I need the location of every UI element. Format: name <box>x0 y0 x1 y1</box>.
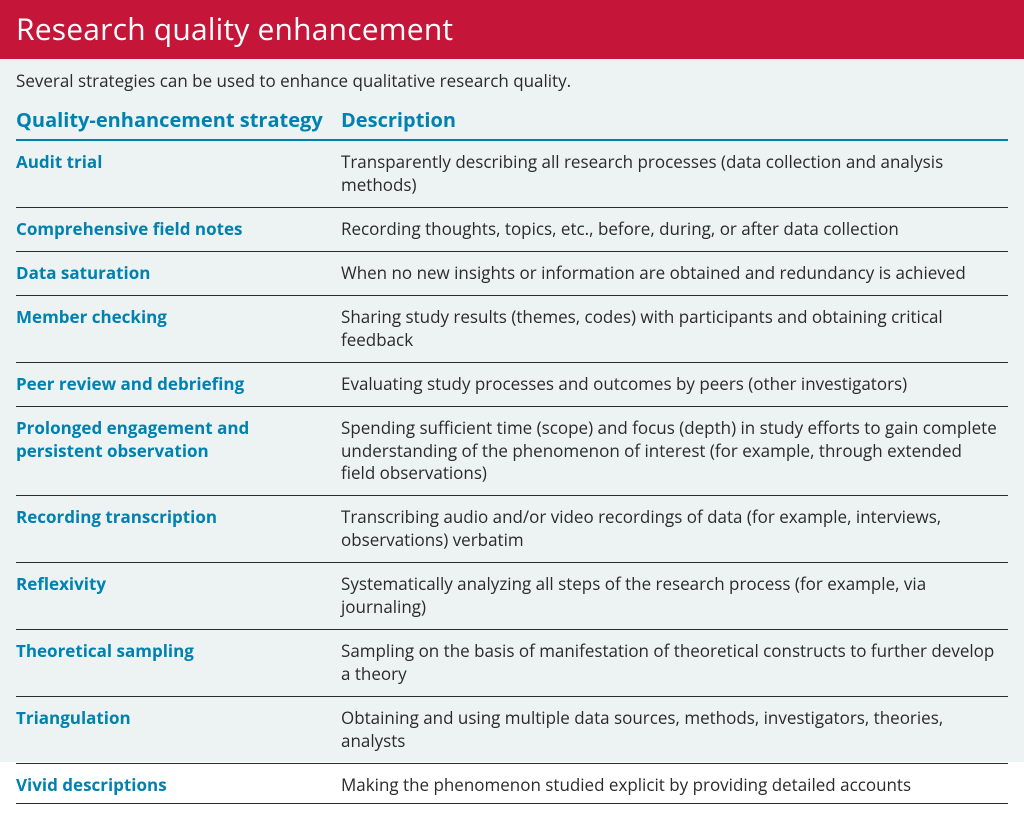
strategy-cell: Theoretical sampling <box>16 630 341 697</box>
strategy-cell: Triangulation <box>16 697 341 764</box>
table-row: Member checking Sharing study results (t… <box>16 295 1008 362</box>
description-cell: Making the phenomenon studied explicit b… <box>341 763 1008 803</box>
description-cell: Sharing study results (themes, codes) wi… <box>341 295 1008 362</box>
description-cell: Sampling on the basis of manifestation o… <box>341 630 1008 697</box>
description-cell: Obtaining and using multiple data source… <box>341 697 1008 764</box>
description-cell: When no new insights or information are … <box>341 251 1008 295</box>
table-row: Prolonged engagement and persistent obse… <box>16 406 1008 496</box>
page-title: Research quality enhancement <box>16 8 1008 49</box>
page: Research quality enhancement Several str… <box>0 0 1024 762</box>
strategies-table: Quality-enhancement strategy Description… <box>16 102 1008 804</box>
table-row: Data saturation When no new insights or … <box>16 251 1008 295</box>
col-header-description: Description <box>341 102 1008 140</box>
description-cell: Recording thoughts, topics, etc., before… <box>341 207 1008 251</box>
content-area: Several strategies can be used to enhanc… <box>0 59 1024 816</box>
description-cell: Systematically analyzing all steps of th… <box>341 563 1008 630</box>
strategy-cell: Reflexivity <box>16 563 341 630</box>
table-header-row: Quality-enhancement strategy Description <box>16 102 1008 140</box>
intro-text: Several strategies can be used to enhanc… <box>16 69 1008 92</box>
table-row: Reflexivity Systematically analyzing all… <box>16 563 1008 630</box>
title-banner: Research quality enhancement <box>0 0 1024 59</box>
strategy-cell: Vivid descriptions <box>16 763 341 803</box>
strategy-cell: Peer review and debriefing <box>16 362 341 406</box>
strategy-cell: Audit trial <box>16 140 341 207</box>
description-cell: Evaluating study processes and outcomes … <box>341 362 1008 406</box>
table-body: Audit trial Transparently describing all… <box>16 140 1008 803</box>
table-row: Comprehensive field notes Recording thou… <box>16 207 1008 251</box>
description-cell: Spending sufficient time (scope) and foc… <box>341 406 1008 496</box>
strategy-cell: Data saturation <box>16 251 341 295</box>
table-row: Audit trial Transparently describing all… <box>16 140 1008 207</box>
strategy-cell: Prolonged engagement and persistent obse… <box>16 406 341 496</box>
table-row: Recording transcription Transcribing aud… <box>16 496 1008 563</box>
strategy-cell: Comprehensive field notes <box>16 207 341 251</box>
table-row: Theoretical sampling Sampling on the bas… <box>16 630 1008 697</box>
description-cell: Transparently describing all research pr… <box>341 140 1008 207</box>
strategy-cell: Recording transcription <box>16 496 341 563</box>
col-header-strategy: Quality-enhancement strategy <box>16 102 341 140</box>
description-cell: Transcribing audio and/or video recordin… <box>341 496 1008 563</box>
strategy-cell: Member checking <box>16 295 341 362</box>
table-row: Triangulation Obtaining and using multip… <box>16 697 1008 764</box>
table-row: Peer review and debriefing Evaluating st… <box>16 362 1008 406</box>
table-row: Vivid descriptions Making the phenomenon… <box>16 763 1008 803</box>
